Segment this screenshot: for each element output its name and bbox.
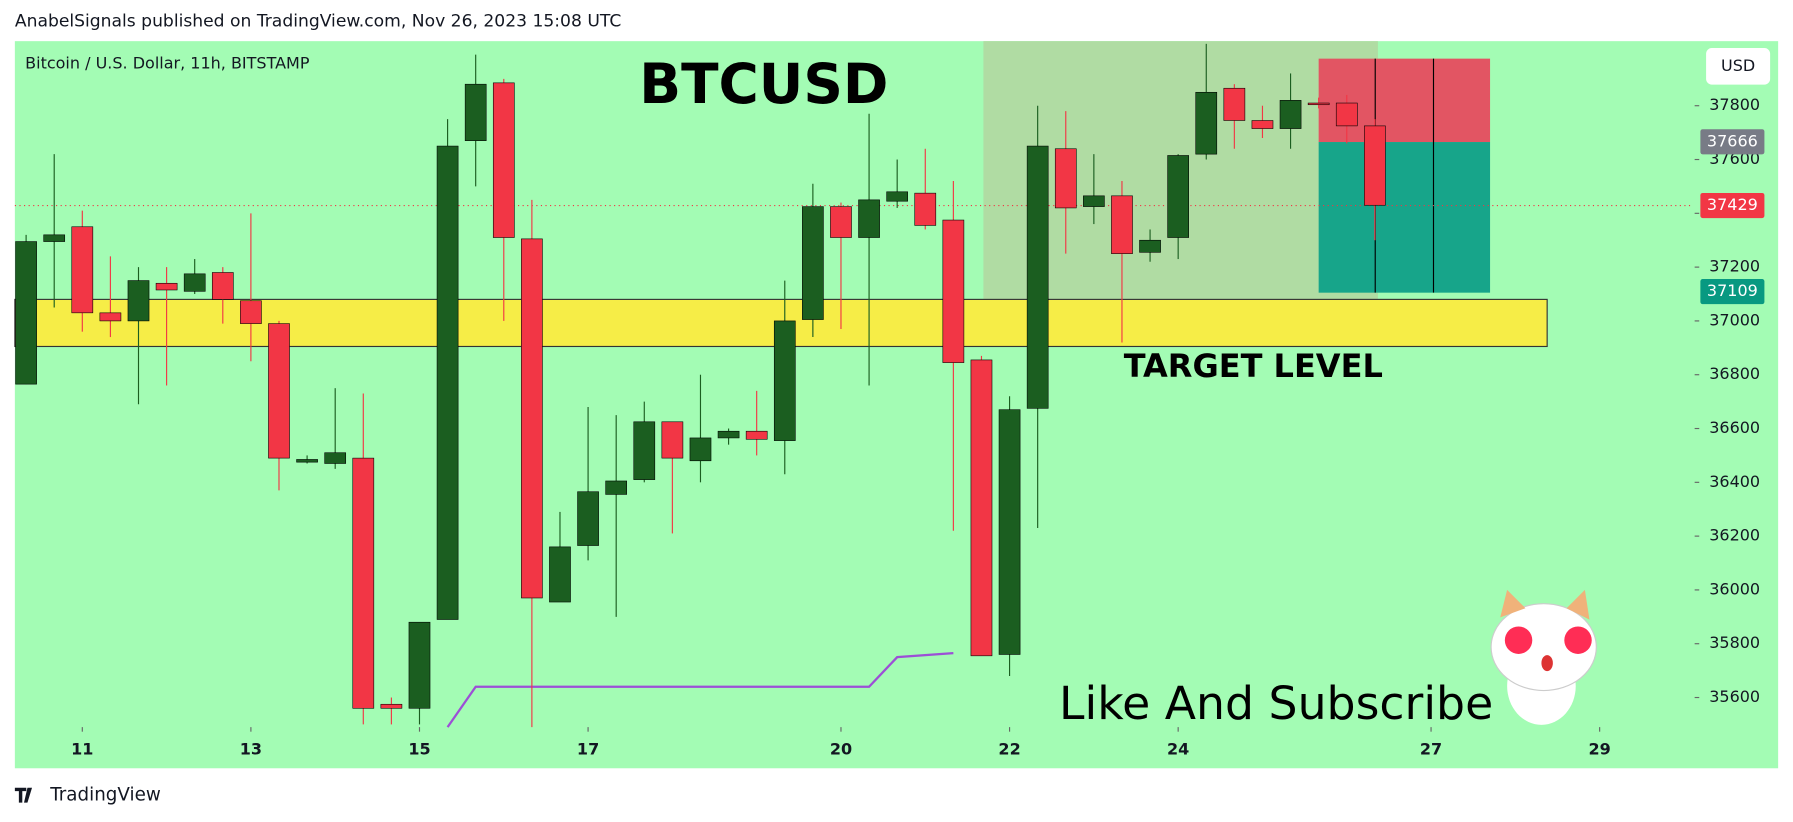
candle-body bbox=[324, 452, 347, 464]
y-tick-label: 37000 bbox=[1709, 310, 1760, 329]
y-tick-label: 37800 bbox=[1709, 95, 1760, 114]
x-tick-label: 20 bbox=[830, 739, 852, 758]
symbol-info: Bitcoin / U.S. Dollar, 11h, BITSTAMP bbox=[25, 54, 310, 73]
candle-body bbox=[1307, 102, 1330, 106]
candle-body bbox=[886, 191, 908, 202]
candle-body bbox=[577, 491, 599, 546]
x-tick-label: 15 bbox=[408, 739, 430, 758]
candle-body bbox=[1026, 145, 1049, 409]
candle-body bbox=[605, 480, 628, 495]
candle-body bbox=[1167, 155, 1189, 238]
candle-body bbox=[183, 273, 206, 292]
candle-body bbox=[1054, 148, 1077, 209]
price-label-box bbox=[1700, 192, 1765, 219]
candle-body bbox=[970, 359, 993, 657]
x-tick-label: 17 bbox=[577, 739, 599, 758]
target-zone-profit bbox=[1318, 142, 1491, 293]
candle-body bbox=[296, 459, 318, 463]
publish-header: AnabelSignals published on TradingView.c… bbox=[15, 12, 621, 32]
x-tick-label: 13 bbox=[240, 739, 262, 758]
candle-body bbox=[1139, 239, 1161, 253]
candle-body bbox=[1364, 125, 1386, 206]
target-label: TARGET LEVEL bbox=[1124, 347, 1383, 385]
currency-label: USD bbox=[1721, 56, 1755, 75]
brand: TradingView bbox=[14, 785, 161, 806]
candle-body bbox=[43, 234, 66, 242]
y-tick-label: 36200 bbox=[1709, 526, 1760, 545]
candle-body bbox=[802, 206, 824, 320]
price-label: 37666 bbox=[1707, 131, 1758, 150]
x-tick-label: 29 bbox=[1589, 739, 1611, 758]
candle-body bbox=[689, 437, 712, 462]
x-tick-label: 27 bbox=[1420, 739, 1442, 758]
brand-name: TradingView bbox=[49, 785, 161, 806]
candle-body bbox=[155, 282, 178, 291]
candle-body bbox=[549, 546, 571, 603]
candle-body bbox=[492, 82, 515, 238]
candle-body bbox=[127, 280, 150, 322]
candle-body bbox=[773, 320, 796, 441]
price-label-box bbox=[1700, 279, 1765, 305]
candle-body bbox=[268, 323, 290, 459]
candle-body bbox=[858, 199, 880, 238]
x-tick-label: 22 bbox=[998, 739, 1020, 758]
candle-body bbox=[1335, 102, 1358, 127]
candle-body bbox=[408, 621, 431, 709]
candle-body bbox=[71, 226, 94, 314]
candle-body bbox=[380, 703, 403, 709]
stop-zone bbox=[1318, 58, 1491, 143]
candle-body bbox=[211, 272, 234, 300]
candle-body bbox=[745, 430, 768, 440]
candle-body bbox=[830, 206, 852, 238]
price-label: 37109 bbox=[1707, 281, 1758, 300]
indicator-line bbox=[446, 651, 954, 728]
candle-body bbox=[1195, 91, 1218, 155]
y-tick-label: 36600 bbox=[1709, 418, 1760, 437]
candle-body bbox=[15, 241, 37, 385]
price-label-box bbox=[1700, 129, 1765, 155]
candle-body bbox=[240, 300, 262, 324]
y-tick-label: 36400 bbox=[1709, 472, 1760, 491]
annotation: Like And Subscribe bbox=[1059, 677, 1493, 730]
price-label: 37429 bbox=[1707, 195, 1758, 214]
candle-body bbox=[1223, 87, 1246, 121]
cat-sticker bbox=[1490, 589, 1597, 725]
candle-body bbox=[99, 312, 122, 322]
candle-body bbox=[661, 421, 684, 459]
candle-body bbox=[1111, 195, 1133, 254]
candle-body bbox=[914, 192, 937, 226]
candle-body bbox=[633, 421, 656, 480]
candle-body bbox=[1279, 100, 1302, 129]
y-tick-label: 36800 bbox=[1709, 364, 1760, 383]
y-tick-label: 35800 bbox=[1709, 633, 1760, 652]
candle-body bbox=[352, 457, 375, 709]
candle-body bbox=[942, 219, 965, 363]
y-tick-label: 35600 bbox=[1709, 687, 1760, 706]
x-tick-label: 24 bbox=[1167, 739, 1189, 758]
candle-body bbox=[998, 409, 1021, 655]
y-tick-label: 37200 bbox=[1709, 257, 1760, 276]
candle-body bbox=[436, 145, 459, 620]
currency-button[interactable] bbox=[1706, 48, 1771, 85]
chart-title: BTCUSD bbox=[639, 52, 888, 116]
y-tick-label: 36000 bbox=[1709, 579, 1760, 598]
candle-body bbox=[521, 238, 543, 599]
candle-body bbox=[717, 430, 740, 439]
x-tick-label: 11 bbox=[71, 739, 93, 758]
candle-body bbox=[1251, 120, 1274, 129]
candle-body bbox=[464, 83, 487, 141]
candle-body bbox=[1083, 195, 1105, 207]
